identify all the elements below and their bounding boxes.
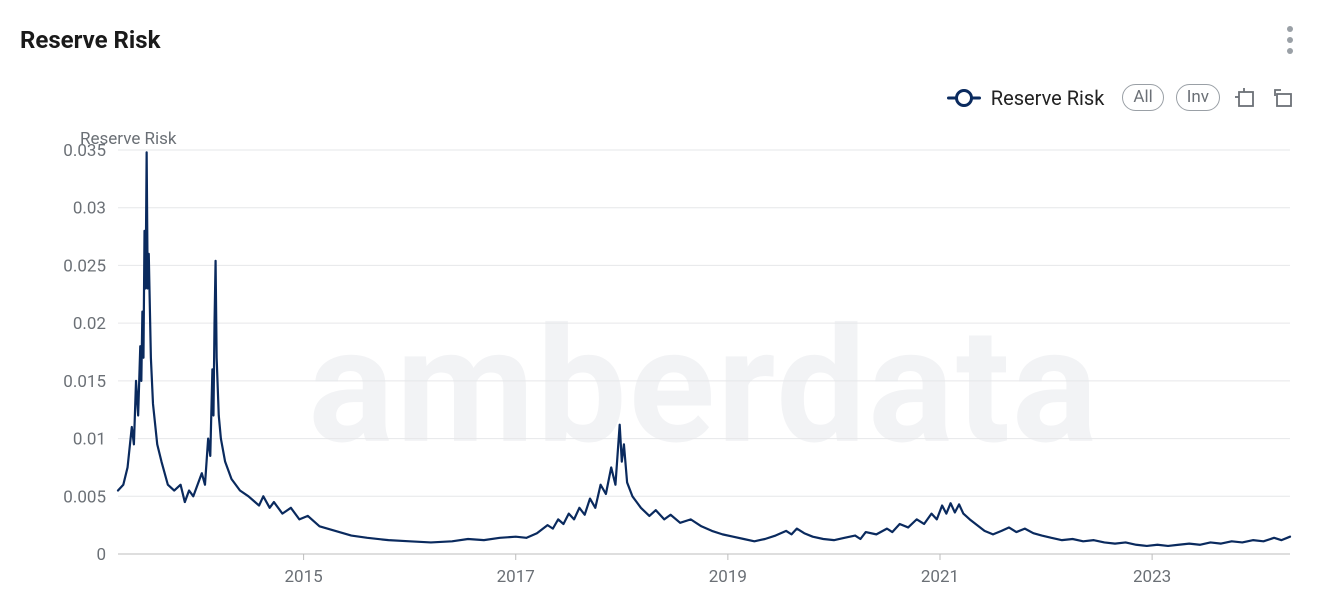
card-title: Reserve Risk	[20, 26, 160, 54]
chart-toolbar: Reserve Risk All Inv	[20, 56, 1300, 111]
svg-text:2023: 2023	[1133, 567, 1171, 587]
svg-text:2015: 2015	[285, 567, 323, 587]
svg-text:0.005: 0.005	[63, 487, 106, 507]
svg-text:0.01: 0.01	[73, 430, 106, 450]
crop-add-icon[interactable]	[1232, 85, 1258, 111]
svg-text:0.03: 0.03	[73, 199, 106, 219]
svg-text:2017: 2017	[497, 567, 535, 587]
legend-marker-icon	[947, 89, 981, 107]
svg-text:amberdata: amberdata	[308, 294, 1099, 481]
legend-label: Reserve Risk	[991, 86, 1105, 110]
svg-text:2021: 2021	[921, 567, 959, 587]
kebab-menu-icon[interactable]	[1280, 24, 1300, 56]
chart-card: Reserve Risk Reserve Risk All Inv amberd…	[0, 0, 1328, 614]
svg-text:0.035: 0.035	[63, 141, 106, 161]
all-toggle-button[interactable]: All	[1122, 84, 1163, 111]
inv-toggle-button[interactable]: Inv	[1176, 84, 1220, 111]
card-header: Reserve Risk	[20, 24, 1300, 56]
svg-text:0: 0	[96, 545, 106, 565]
svg-text:0.025: 0.025	[63, 256, 106, 276]
reset-zoom-icon[interactable]	[1270, 85, 1296, 111]
line-chart[interactable]: amberdataReserve Risk00.0050.010.0150.02…	[20, 130, 1300, 598]
svg-text:2019: 2019	[709, 567, 747, 587]
svg-text:0.02: 0.02	[73, 314, 106, 334]
chart-area[interactable]: amberdataReserve Risk00.0050.010.0150.02…	[20, 130, 1300, 598]
legend-item[interactable]: Reserve Risk	[947, 86, 1105, 110]
svg-text:0.015: 0.015	[63, 372, 106, 392]
